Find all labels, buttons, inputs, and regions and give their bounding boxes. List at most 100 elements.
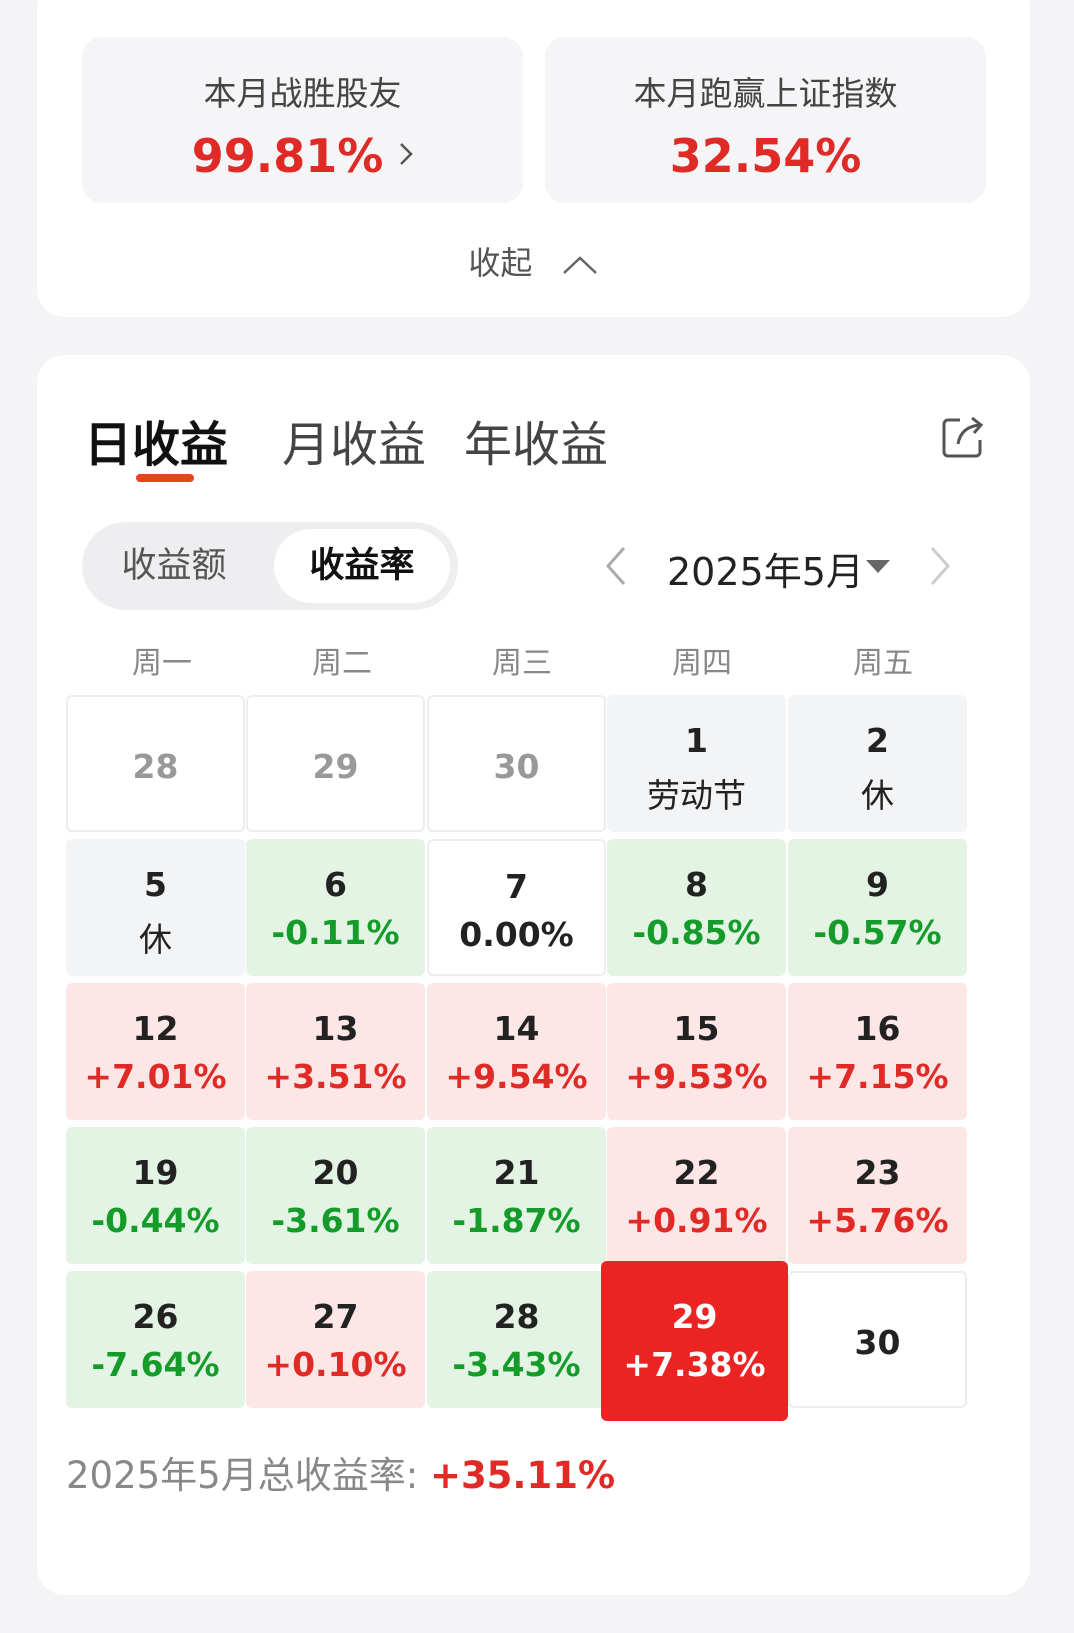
day-number: 23 (854, 1153, 901, 1192)
calendar-day-cell[interactable]: 1 劳动节 (607, 695, 786, 832)
day-number: 28 (132, 747, 179, 786)
beat-friends-value: 99.81% (191, 129, 384, 183)
calendar-day-cell[interactable]: 22 +0.91% (607, 1127, 786, 1264)
calendar-day-cell[interactable]: 29 +7.38% (601, 1261, 788, 1421)
day-number: 15 (673, 1009, 720, 1048)
day-number: 2 (866, 721, 889, 760)
day-return: +3.51% (264, 1057, 407, 1096)
month-total-return: 2025年5月总收益率: +35.11% (66, 1445, 615, 1499)
calendar-day-cell[interactable]: 16 +7.15% (788, 983, 967, 1120)
day-number: 22 (673, 1153, 720, 1192)
collapse-button[interactable]: 收起 (37, 238, 1030, 284)
weekday-thu: 周四 (672, 646, 732, 681)
calendar-day-cell[interactable]: 8 -0.85% (607, 839, 786, 976)
calendar-day-cell[interactable]: 27 +0.10% (246, 1271, 425, 1408)
calendar-day-cell[interactable]: 13 +3.51% (246, 983, 425, 1120)
weekday-mon: 周一 (132, 646, 192, 681)
calendar-day-cell[interactable]: 14 +9.54% (427, 983, 606, 1120)
tab-daily-returns[interactable]: 日收益 (84, 417, 229, 473)
day-return: -0.57% (813, 913, 942, 952)
day-return: +9.53% (625, 1057, 768, 1096)
calendar-day-cell[interactable]: 28 (66, 695, 245, 832)
day-number: 5 (144, 865, 167, 904)
caret-down-icon[interactable] (864, 557, 892, 575)
day-return: +0.91% (625, 1201, 768, 1240)
chevron-right-icon[interactable] (924, 544, 956, 588)
summary-card: 本月战胜股友 99.81% 本月跑赢上证指数 32.54% 收起 (37, 0, 1030, 317)
day-number: 1 (685, 721, 708, 760)
day-number: 29 (671, 1297, 718, 1336)
day-number: 20 (312, 1153, 359, 1192)
day-number: 30 (493, 747, 540, 786)
day-return: -0.85% (632, 913, 761, 952)
chevron-up-icon (562, 256, 597, 274)
day-return: 0.00% (459, 915, 574, 954)
calendar-day-cell[interactable]: 9 -0.57% (788, 839, 967, 976)
chevron-right-icon (400, 143, 413, 165)
holiday-label: 劳动节 (647, 776, 746, 815)
calendar-day-cell[interactable]: 28 -3.43% (427, 1271, 606, 1408)
beat-friends-stat[interactable]: 本月战胜股友 99.81% (82, 37, 523, 203)
day-number: 27 (312, 1297, 359, 1336)
day-return: +7.38% (623, 1345, 766, 1384)
total-label: 2025年5月总收益率: (66, 1454, 430, 1497)
holiday-label: 休 (861, 776, 894, 815)
collapse-label: 收起 (468, 244, 533, 282)
day-number: 19 (132, 1153, 179, 1192)
day-number: 13 (312, 1009, 359, 1048)
day-number: 26 (132, 1297, 179, 1336)
calendar-day-cell[interactable]: 26 -7.64% (66, 1271, 245, 1408)
day-return: +0.10% (264, 1345, 407, 1384)
day-return: -7.64% (91, 1345, 220, 1384)
calendar-day-cell[interactable]: 12 +7.01% (66, 983, 245, 1120)
share-icon[interactable] (938, 412, 988, 462)
calendar-day-cell[interactable]: 30 (788, 1271, 967, 1408)
calendar-day-cell[interactable]: 15 +9.53% (607, 983, 786, 1120)
beat-index-stat: 本月跑赢上证指数 32.54% (545, 37, 986, 203)
day-number: 7 (505, 867, 528, 906)
day-return: -3.61% (271, 1201, 400, 1240)
day-number: 8 (685, 865, 708, 904)
tab-yearly-returns[interactable]: 年收益 (464, 417, 609, 473)
weekday-tue: 周二 (312, 646, 372, 681)
day-number: 29 (312, 747, 359, 786)
calendar-day-cell[interactable]: 21 -1.87% (427, 1127, 606, 1264)
beat-index-value: 32.54% (669, 129, 862, 183)
day-return: +7.15% (806, 1057, 949, 1096)
toggle-amount[interactable]: 收益额 (121, 546, 227, 586)
day-number: 6 (324, 865, 347, 904)
day-number: 9 (866, 865, 889, 904)
calendar-day-cell[interactable]: 6 -0.11% (246, 839, 425, 976)
weekday-fri: 周五 (853, 646, 913, 681)
returns-card: 日收益 月收益 年收益 收益额 收益率 2025年5月 周一 周二 周三 周四 … (37, 355, 1030, 1595)
day-number: 30 (854, 1323, 901, 1362)
day-return: -0.11% (271, 913, 400, 952)
toggle-rate[interactable]: 收益率 (274, 529, 450, 603)
day-number: 16 (854, 1009, 901, 1048)
calendar-day-cell[interactable]: 23 +5.76% (788, 1127, 967, 1264)
total-value: +35.11% (429, 1454, 616, 1497)
month-selector[interactable]: 2025年5月 (667, 550, 864, 594)
day-return: -3.43% (452, 1345, 581, 1384)
beat-friends-label: 本月战胜股友 (203, 74, 402, 113)
calendar-day-cell[interactable]: 7 0.00% (427, 839, 606, 976)
chevron-left-icon[interactable] (600, 544, 632, 588)
day-number: 14 (493, 1009, 540, 1048)
calendar-day-cell[interactable]: 30 (427, 695, 606, 832)
day-return: +5.76% (806, 1201, 949, 1240)
day-number: 21 (493, 1153, 540, 1192)
tab-monthly-returns[interactable]: 月收益 (282, 417, 427, 473)
holiday-label: 休 (139, 920, 172, 959)
beat-index-label: 本月跑赢上证指数 (633, 74, 898, 113)
day-return: -0.44% (91, 1201, 220, 1240)
calendar-day-cell[interactable]: 20 -3.61% (246, 1127, 425, 1264)
active-tab-indicator (136, 474, 194, 482)
amount-rate-toggle: 收益额 收益率 (82, 522, 458, 610)
day-return: +7.01% (84, 1057, 227, 1096)
weekday-wed: 周三 (492, 646, 552, 681)
day-return: +9.54% (445, 1057, 588, 1096)
calendar-day-cell[interactable]: 29 (246, 695, 425, 832)
calendar-day-cell[interactable]: 19 -0.44% (66, 1127, 245, 1264)
